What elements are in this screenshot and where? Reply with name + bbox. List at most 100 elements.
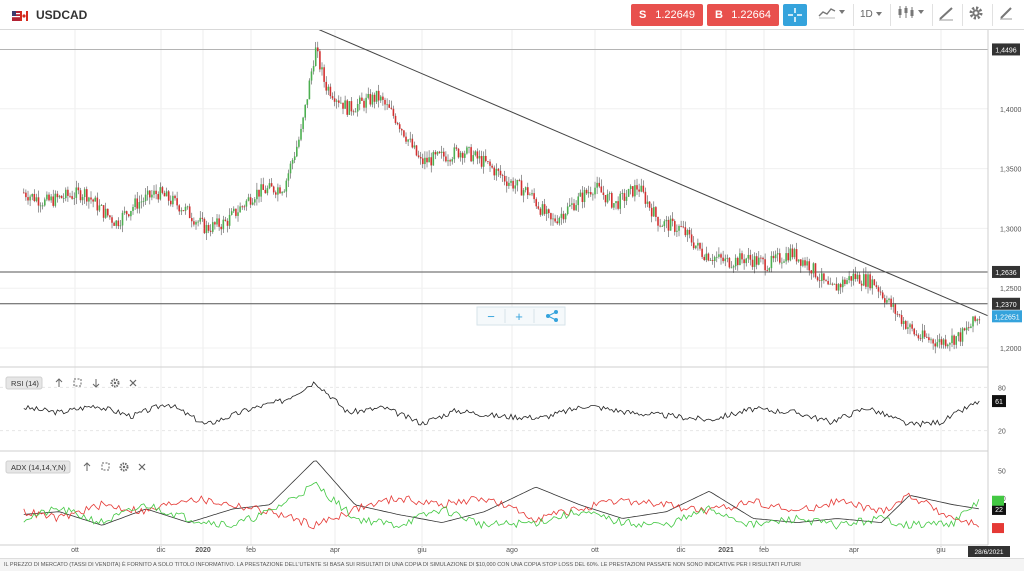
chart-type-button[interactable] [818,5,848,25]
candle-body [241,206,244,208]
candle-body [218,218,220,227]
candle-body [136,198,139,209]
trendline[interactable] [314,30,989,317]
candle-body [422,158,424,165]
candle-body [800,259,802,266]
price-axis[interactable]: 1,4000 1,3500 1,3000 1,2500 1,2000 1,4496 1,26… [992,43,1022,534]
candle-body [109,215,111,218]
candle-body [44,199,46,206]
candle-body [894,304,897,314]
candle-body [823,273,825,281]
candle-body [636,185,638,190]
zoom-in-button[interactable]: + [515,309,523,324]
candle-body [682,226,685,228]
arrow-down-icon[interactable] [92,379,100,388]
candle-body [745,258,748,264]
candle-body [619,193,622,209]
gear-icon[interactable] [110,378,120,388]
candle-body [151,194,153,198]
candle-body [791,248,794,258]
candle-body [115,220,118,226]
candle-body [674,221,676,232]
candle-body [797,259,800,262]
candle-body [917,335,920,339]
price-chart[interactable]: 1,4000 1,3500 1,3000 1,2500 1,2000 1,4496 1,26… [0,30,1024,558]
gear-icon[interactable] [119,462,129,472]
adx-line [23,481,980,530]
close-icon[interactable] [138,463,146,471]
candle-body [346,100,349,115]
candle-body [724,258,727,262]
candle-body [161,187,164,193]
candle-body [256,189,258,200]
share-icon[interactable] [546,310,558,322]
arrow-up-icon[interactable] [83,462,91,471]
candle-body [254,199,256,203]
time-tick-label: ott [591,547,599,554]
candle-body [344,100,346,109]
candle-body [955,336,958,345]
candle-body [262,184,265,190]
candle-body [214,222,216,225]
drawing-tools-button[interactable] [937,5,959,25]
price-tick-label: 1,2000 [1000,346,1022,353]
candle-body [835,283,838,291]
candle-body [453,147,456,160]
candle-body [854,273,857,279]
buy-button[interactable]: B 1.22664 [707,4,779,26]
rsi-indicator-title[interactable]: RSI (14) [11,379,39,388]
candle-body [90,197,92,200]
candle-body [398,124,401,130]
adx-indicator-title[interactable]: ADX (14,14,Y,N) [11,463,66,472]
candle-body [193,221,195,225]
settings-button[interactable] [968,5,988,25]
candle-body [424,157,426,165]
candle-body [514,185,517,189]
crosshair-button[interactable] [783,4,807,26]
candle-body [802,260,804,266]
candle-body [705,253,708,261]
timeframe-button[interactable]: 1D [860,5,886,25]
candle-body [50,196,52,201]
adx-value-label: 22 [995,507,1003,514]
candle-body [970,326,972,329]
candle-body [650,207,653,217]
candle-body [699,242,701,249]
candle-body [287,173,290,181]
expand-icon[interactable] [101,462,110,471]
sell-button[interactable]: S 1.22649 [631,4,703,26]
price-tick-label: 1,4000 [1000,107,1022,114]
zoom-out-button[interactable]: − [487,309,495,324]
candle-body [243,206,246,208]
candle-body [726,257,729,259]
draw-brush-button[interactable] [998,5,1018,25]
adx-pane [23,460,980,530]
close-icon[interactable] [129,379,137,387]
time-tick-label: dic [677,547,686,554]
candle-body [384,99,386,105]
candle-body [663,221,666,227]
arrow-up-icon[interactable] [55,378,63,387]
candle-body [419,157,422,159]
candle-body [552,218,554,220]
time-axis[interactable]: ott dic 2020 feb apr giu ago ott dic 2021 feb apr gi… [71,547,946,554]
candle-body [848,276,850,281]
candle-body [209,230,212,232]
candle-body [898,314,901,316]
candle-body [550,213,552,220]
candle-body [340,102,342,104]
candle-body [327,86,330,91]
candle-body [629,186,632,190]
candle-body [770,255,773,269]
candle-body [375,90,378,102]
price-level-marker [992,265,1020,278]
candle-body [75,187,78,198]
candle-body [314,47,317,66]
candle-body [321,67,323,70]
candle-body [560,213,563,218]
candle-body [909,324,911,328]
expand-icon[interactable] [73,378,82,387]
candle-style-button[interactable] [897,5,927,25]
di-plus-marker [992,495,1004,506]
candle-body [180,210,183,212]
